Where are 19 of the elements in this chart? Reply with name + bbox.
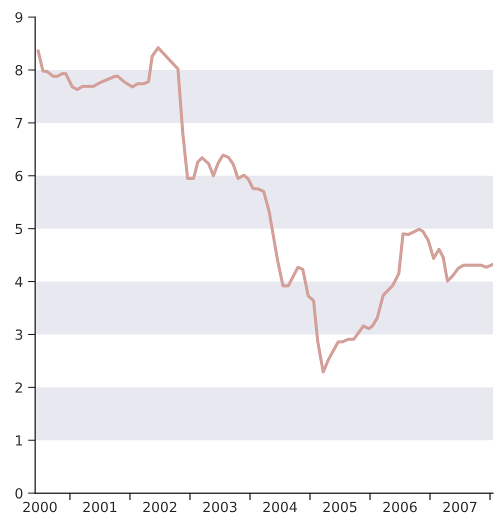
x-tick-label: 2005 — [323, 502, 356, 512]
x-tick-label: 2007 — [443, 502, 476, 512]
y-tick-label: 3 — [16, 329, 22, 340]
x-tick-label: 2006 — [383, 502, 417, 512]
y-tick-label: 1 — [16, 435, 22, 446]
y-tick-label: 6 — [15, 170, 22, 182]
line-series — [36, 46, 494, 374]
y-tick-label: 5 — [16, 224, 22, 234]
x-tick-label: 2000 — [23, 502, 57, 512]
x-tick-label: 2001 — [83, 502, 116, 512]
y-tick-label: 8 — [15, 64, 22, 76]
x-tick-label: 2004 — [263, 502, 297, 512]
y-tick-label: 4 — [15, 276, 23, 287]
x-tick-label: 2002 — [143, 502, 176, 512]
y-tick-label: 9 — [15, 12, 22, 23]
x-tick-label: 2003 — [203, 502, 237, 512]
y-tick-label: 0 — [15, 488, 22, 499]
y-tick-label: 2 — [16, 382, 22, 393]
y-tick-label: 7 — [16, 118, 22, 128]
